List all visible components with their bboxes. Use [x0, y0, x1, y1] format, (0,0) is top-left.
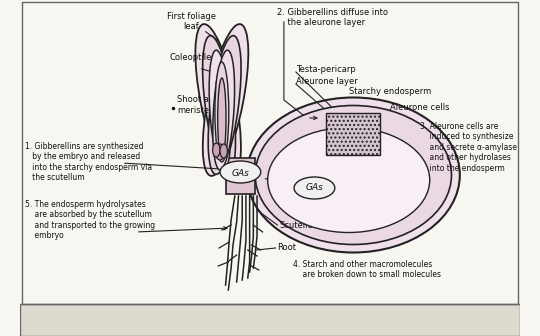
Bar — [226, 158, 255, 194]
Ellipse shape — [195, 24, 241, 176]
Ellipse shape — [215, 62, 229, 162]
Text: Root: Root — [278, 244, 296, 252]
Text: Testa-pericarp: Testa-pericarp — [296, 66, 356, 75]
Ellipse shape — [203, 24, 248, 176]
Ellipse shape — [202, 36, 235, 174]
Text: First foliage
leaf: First foliage leaf — [167, 12, 216, 31]
Text: GAs: GAs — [232, 168, 249, 177]
Text: Scutellum: Scutellum — [279, 220, 321, 229]
Bar — [22, 2, 518, 304]
Ellipse shape — [220, 144, 227, 158]
Ellipse shape — [255, 106, 451, 245]
Text: Aleurone cells: Aleurone cells — [390, 103, 450, 113]
Text: 2. Gibberellins diffuse into
    the aleurone layer: 2. Gibberellins diffuse into the aleuron… — [278, 8, 388, 28]
Text: Fig. 13.9 : The relationship between GA production and hydrolytic enzyme synthes: Fig. 13.9 : The relationship between GA … — [40, 317, 500, 323]
Text: Shoot apical
meristem: Shoot apical meristem — [178, 95, 229, 115]
Bar — [20, 304, 520, 336]
Text: 5. The endosperm hydrolysates
    are absorbed by the scutellum
    and transpor: 5. The endosperm hydrolysates are absorb… — [25, 200, 155, 240]
Text: 1. Gibberellins are synthesized
   by the embryo and released
   into the starch: 1. Gibberellins are synthesized by the e… — [25, 142, 152, 182]
Text: 4. Starch and other macromolecules
    are broken down to small molecules: 4. Starch and other macromolecules are b… — [293, 260, 441, 280]
Ellipse shape — [294, 177, 335, 199]
Text: Endosperm
solutes: Endosperm solutes — [302, 208, 350, 227]
Ellipse shape — [209, 50, 231, 170]
Text: Coleoptile: Coleoptile — [170, 53, 212, 62]
Ellipse shape — [268, 127, 430, 233]
Ellipse shape — [213, 143, 220, 157]
Text: Hydrolytic
enzymes: Hydrolytic enzymes — [370, 160, 413, 180]
Bar — [327, 113, 380, 155]
Text: Aleurone layer: Aleurone layer — [296, 78, 357, 86]
Text: GAs: GAs — [306, 183, 323, 193]
Ellipse shape — [208, 36, 241, 174]
Ellipse shape — [218, 78, 226, 158]
Ellipse shape — [220, 161, 261, 183]
Ellipse shape — [215, 144, 225, 160]
Text: 3. Aleurone cells are
    induced to synthesize
    and secrete α-amylase
    an: 3. Aleurone cells are induced to synthes… — [420, 122, 517, 173]
Text: Starchy endosperm: Starchy endosperm — [349, 87, 431, 96]
Ellipse shape — [213, 50, 234, 170]
Ellipse shape — [247, 97, 460, 252]
